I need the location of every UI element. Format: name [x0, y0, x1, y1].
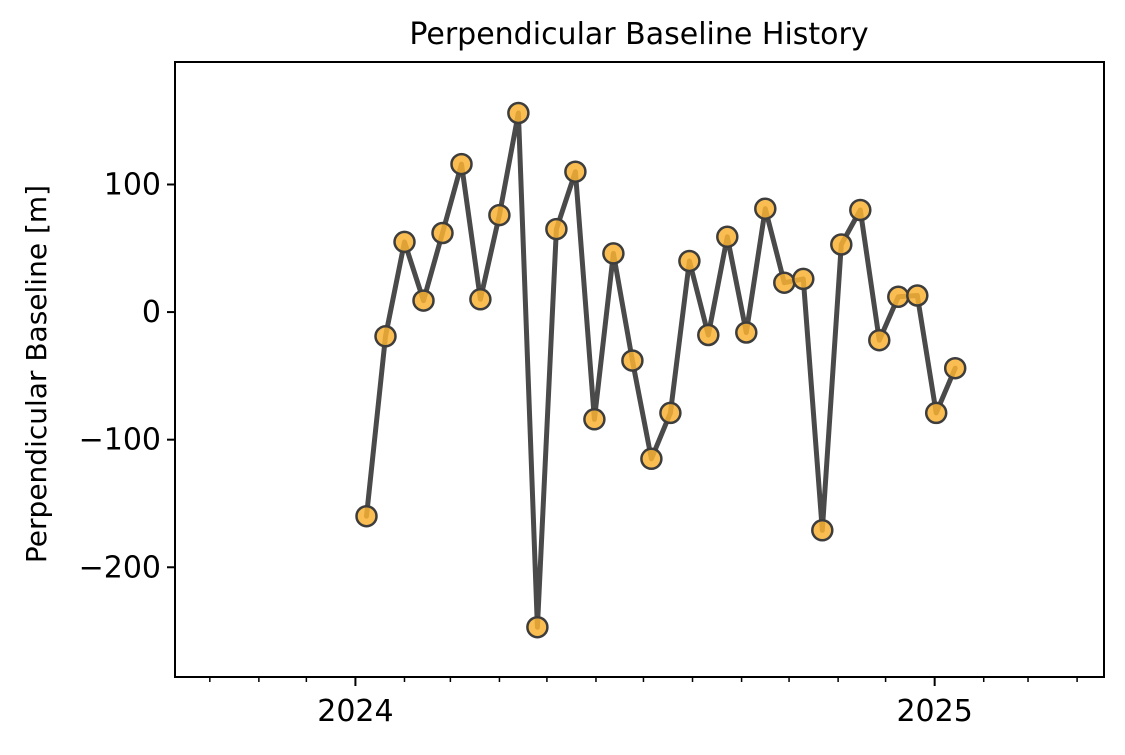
data-point: [431, 221, 454, 245]
x-tick-label: 2025: [896, 694, 972, 729]
data-point: [678, 249, 701, 273]
data-point: [659, 401, 682, 425]
chart-title: Perpendicular Baseline History: [409, 17, 868, 52]
data-point: [849, 198, 872, 222]
data-point: [697, 323, 720, 347]
y-axis-label: Perpendicular Baseline [m]: [20, 185, 53, 563]
data-point: [887, 285, 910, 309]
data-point: [716, 225, 739, 249]
x-tick-label: 2024: [317, 694, 393, 729]
plot-area: 100 0 −100 −200 2024 2025: [79, 61, 1105, 729]
plot-frame: [174, 61, 1105, 678]
data-point: [488, 203, 511, 227]
data-point: [583, 408, 606, 431]
data-point: [792, 267, 815, 291]
y-tick-label: −200: [79, 550, 161, 585]
data-point: [507, 101, 530, 125]
data-point: [526, 615, 549, 639]
data-point: [830, 233, 853, 256]
data-point: [735, 321, 758, 344]
data-point: [393, 230, 416, 254]
data-point: [773, 271, 796, 294]
data-point: [545, 217, 568, 241]
data-point: [374, 325, 397, 348]
data-point: [621, 349, 644, 372]
y-tick-label: −100: [79, 423, 161, 458]
y-tick-label: 0: [142, 295, 161, 330]
data-point: [412, 289, 435, 312]
data-point: [811, 519, 834, 542]
series-line: [364, 110, 958, 630]
data-point: [943, 356, 967, 380]
data-point: [640, 447, 663, 471]
data-point: [564, 160, 587, 183]
data-point: [754, 197, 777, 220]
data-point: [450, 152, 473, 176]
data-point: [924, 401, 948, 425]
data-point: [469, 288, 492, 311]
data-point: [868, 328, 891, 352]
y-tick-label: 100: [104, 167, 161, 202]
data-point: [602, 242, 625, 265]
data-point: [355, 504, 378, 528]
data-point: [906, 284, 929, 307]
